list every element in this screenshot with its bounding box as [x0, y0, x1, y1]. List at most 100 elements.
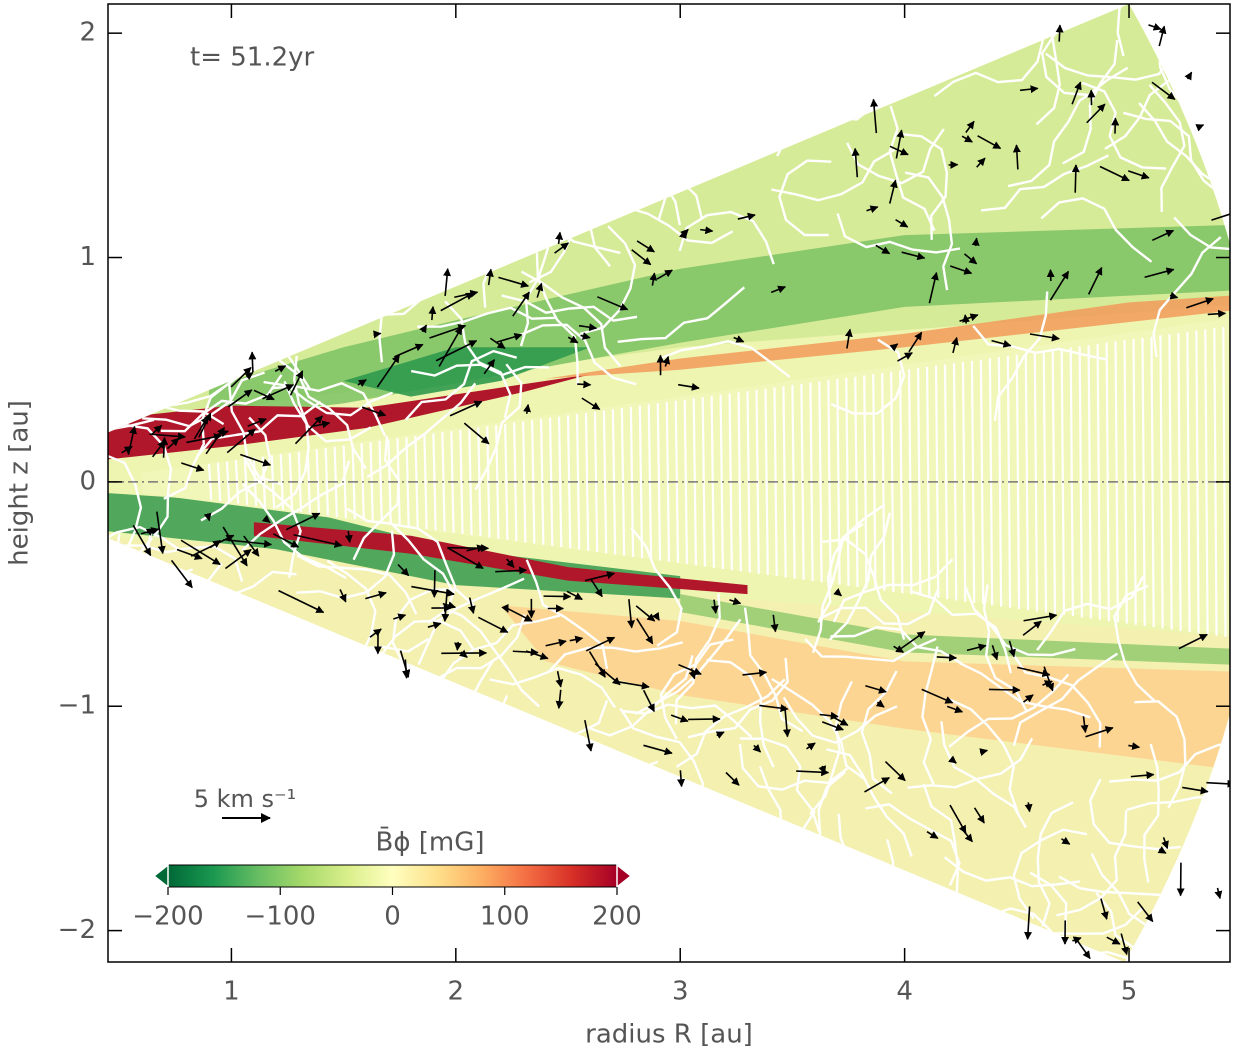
velocity-arrow	[160, 436, 169, 458]
velocity-arrow	[1087, 266, 1103, 295]
streamline	[378, 440, 383, 523]
velocity-arrow	[198, 412, 212, 438]
velocity-arrow	[895, 218, 909, 228]
streamline	[410, 363, 550, 377]
velocity-arrow	[555, 689, 564, 710]
velocity-arrow	[961, 828, 973, 843]
streamline	[575, 414, 581, 550]
colorbar-tick-label: 200	[592, 902, 642, 932]
streamline	[845, 377, 850, 586]
streamline	[352, 436, 400, 561]
velocity-arrow	[1024, 802, 1033, 813]
streamline	[811, 522, 864, 654]
streamline	[1177, 332, 1182, 631]
streamline	[108, 291, 164, 404]
velocity-arrow	[1029, 333, 1060, 342]
streamline	[617, 286, 746, 343]
velocity-arrow	[496, 332, 523, 343]
velocity-arrow	[454, 641, 463, 651]
velocity-arrow	[580, 332, 591, 340]
velocity-arrow	[535, 282, 544, 298]
streamline	[1109, 739, 1230, 783]
streamline	[1036, 801, 1074, 927]
streamline	[940, 721, 1027, 829]
velocity-arrow	[895, 129, 905, 159]
velocity-arrow	[908, 331, 923, 353]
streamline	[459, 429, 464, 534]
velocity-arrow	[555, 671, 564, 688]
streamline	[916, 368, 922, 596]
streamline	[1175, 996, 1246, 1054]
y-tick-label: −1	[58, 691, 96, 721]
streamline	[547, 641, 684, 673]
velocity-arrow	[1022, 620, 1042, 636]
streamline	[678, 210, 775, 265]
colorbar-extend-high	[616, 863, 633, 889]
streamline	[298, 662, 399, 762]
velocity-arrow	[884, 760, 906, 782]
streamline	[948, 673, 1070, 748]
velocity-arrow	[1207, 309, 1227, 318]
velocity-arrow	[928, 271, 939, 304]
velocity-arrow	[889, 343, 899, 352]
velocity-arrow	[293, 533, 343, 548]
streamline	[782, 696, 898, 744]
streamline	[958, 966, 1087, 1004]
velocity-arrow	[411, 585, 455, 597]
streamline	[296, 269, 423, 317]
streamline	[243, 458, 249, 505]
velocity-arrow	[678, 663, 702, 676]
streamline	[683, 399, 689, 565]
velocity-arrow	[240, 453, 272, 467]
colorbar-tick-label: 100	[480, 902, 530, 932]
velocity-arrow	[1151, 229, 1175, 242]
velocity-arrow	[737, 212, 756, 221]
velocity-arrow	[1055, 24, 1064, 42]
streamline	[1081, 81, 1167, 170]
velocity-arrow	[1012, 144, 1021, 170]
streamline	[921, 646, 939, 785]
velocity-arrow	[505, 607, 533, 622]
streamline	[1123, 111, 1224, 197]
streamline	[1126, 760, 1230, 812]
velocity-arrow	[224, 548, 252, 570]
velocity-arrow	[1099, 165, 1130, 182]
velocity-arrow	[357, 379, 367, 387]
streamline	[1116, 4, 1156, 57]
velocity-arrow	[498, 276, 530, 288]
velocity-arrow	[966, 643, 987, 652]
velocity-arrow	[678, 382, 700, 391]
streamline	[674, 593, 721, 725]
colorbar-tick-label: 0	[384, 902, 401, 932]
streamline	[417, 577, 525, 666]
velocity-arrow	[806, 742, 816, 751]
velocity-arrow	[506, 558, 515, 568]
velocity-arrow	[948, 755, 957, 764]
velocity-arrow	[501, 603, 509, 613]
streamline	[417, 306, 557, 328]
velocity-arrow	[1158, 25, 1167, 47]
velocity-arrow	[1195, 124, 1205, 132]
velocity-arrow	[818, 765, 827, 775]
x-tick-label: 4	[896, 977, 913, 1007]
velocity-arrow	[1182, 786, 1209, 795]
velocity-arrow	[770, 285, 786, 294]
streamline	[241, 460, 351, 551]
streamline	[520, 323, 637, 386]
streamline	[243, 456, 302, 579]
streamline	[1105, 342, 1110, 622]
velocity-arrow	[176, 548, 203, 560]
streamline	[964, 586, 1076, 657]
velocity-arrow	[1130, 771, 1155, 780]
streamline	[1011, 652, 1102, 748]
streamline	[738, 744, 849, 791]
velocity-arrow	[662, 355, 671, 367]
streamline	[602, 410, 608, 554]
colorbar-tick-label: −200	[132, 902, 203, 932]
streamline	[771, 810, 816, 943]
plot-frame	[107, 3, 1231, 963]
velocity-arrow	[1211, 213, 1230, 221]
velocity-arrow	[893, 645, 905, 654]
velocity-arrow	[339, 589, 347, 603]
velocity-arrow	[651, 611, 660, 621]
